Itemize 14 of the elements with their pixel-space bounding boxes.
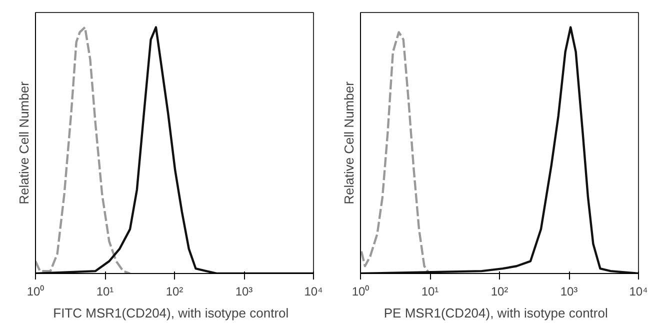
x-axis-title: FITC MSR1(CD204), with isotype control bbox=[53, 306, 289, 320]
x-tick-label: 10⁰ bbox=[26, 284, 44, 298]
x-tick-label: 10³ bbox=[560, 284, 578, 298]
x-tick-label: 10⁴ bbox=[629, 284, 648, 298]
x-axis-title: PE MSR1(CD204), with isotype control bbox=[384, 306, 608, 320]
y-axis-title: Relative Cell Number bbox=[342, 80, 356, 204]
y-axis-title: Relative Cell Number bbox=[16, 80, 32, 204]
x-tick-label: 10⁴ bbox=[304, 284, 323, 298]
x-tick-label: 10² bbox=[166, 284, 184, 298]
x-tick-label: 10¹ bbox=[421, 284, 439, 298]
x-tick-label: 10⁰ bbox=[352, 284, 370, 298]
x-tick-label: 10¹ bbox=[96, 284, 114, 298]
x-tick-label: 10³ bbox=[235, 284, 253, 298]
x-tick-label: 10² bbox=[490, 284, 508, 298]
